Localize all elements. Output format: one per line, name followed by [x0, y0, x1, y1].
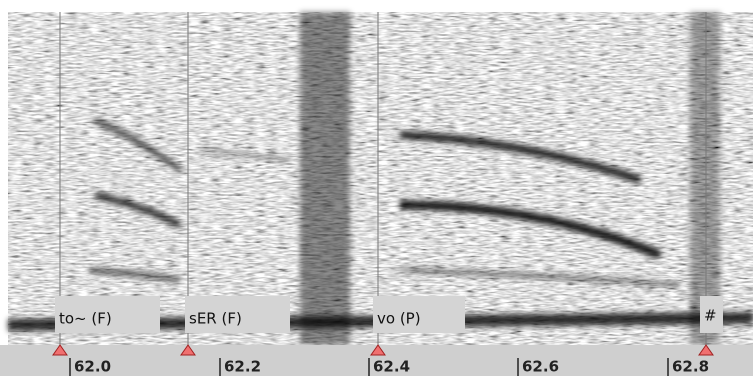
segment-label: to~ (F) [59, 310, 112, 328]
segment-labels: to~ (F) sER (F) vo (P) # [55, 296, 723, 333]
tick-label: 62.0 [74, 358, 111, 376]
tick-label: 62.4 [373, 358, 410, 376]
boundary-handle[interactable] [698, 344, 714, 356]
segment-box[interactable] [55, 296, 160, 333]
time-axis: 62.0 62.2 62.4 62.6 62.8 [69, 358, 709, 376]
tick-label: 62.8 [672, 358, 709, 376]
segment-box[interactable] [185, 296, 290, 333]
segment-label: # [704, 307, 717, 325]
boundary-handle[interactable] [52, 344, 68, 356]
tick-label: 62.6 [522, 358, 559, 376]
segment-label: vo (P) [377, 310, 421, 328]
boundary-handle[interactable] [370, 344, 386, 356]
boundary-lines [59, 12, 707, 345]
spectrogram-noise [8, 12, 753, 345]
tick-label: 62.2 [224, 358, 261, 376]
segment-box[interactable] [373, 296, 465, 333]
boundary-handles [52, 344, 714, 356]
segment-box[interactable] [700, 296, 723, 333]
boundary-handle[interactable] [180, 344, 196, 356]
segment-label: sER (F) [189, 310, 242, 328]
spectrogram [7, 12, 753, 345]
